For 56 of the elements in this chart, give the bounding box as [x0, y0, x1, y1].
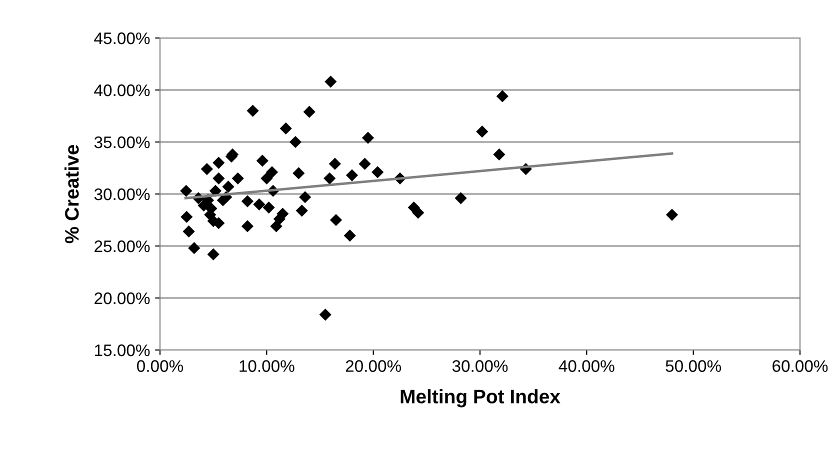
point: [412, 206, 424, 219]
point: [289, 136, 302, 148]
point: [496, 90, 508, 102]
point: [319, 308, 332, 321]
point: [324, 76, 337, 88]
point: [330, 214, 342, 226]
y-tick-label: 25.00%: [94, 240, 150, 252]
y-tick-label: 45.00%: [94, 32, 150, 44]
point: [241, 220, 254, 232]
point: [493, 148, 506, 161]
point: [266, 166, 278, 178]
point: [344, 230, 356, 242]
y-tick-label: 20.00%: [94, 292, 150, 304]
point: [299, 191, 312, 204]
y-tick-label: 15.00%: [95, 344, 150, 356]
point: [262, 201, 275, 214]
x-tick-label: 10.00%: [240, 360, 294, 372]
x-tick-label: 30.00%: [452, 360, 508, 372]
point: [212, 156, 225, 169]
x-tick-label: 60.00%: [772, 360, 828, 372]
x-tick-label: 20.00%: [346, 360, 402, 372]
point: [454, 192, 467, 204]
point: [362, 132, 374, 144]
x-tick-label: 0.00%: [137, 360, 184, 372]
point: [292, 167, 305, 180]
point: [241, 195, 254, 208]
point: [188, 242, 200, 254]
point: [180, 184, 192, 197]
x-tick-label: 40.00%: [558, 360, 614, 372]
y-tick-label: 40.00%: [94, 84, 150, 96]
y-tick-label: 35.00%: [94, 136, 150, 148]
point: [666, 208, 678, 221]
point: [260, 172, 273, 184]
point: [346, 169, 358, 182]
point: [180, 210, 193, 223]
y-axis-title: % Creative: [64, 144, 79, 244]
point: [296, 204, 308, 217]
x-axis-title: Melting Pot Index: [400, 389, 560, 408]
point: [200, 162, 213, 176]
point: [256, 154, 268, 167]
point: [303, 106, 316, 118]
point: [246, 104, 259, 117]
x-tick-label: 50.00%: [666, 360, 722, 372]
point: [324, 172, 336, 184]
y-tick-label: 30.00%: [94, 188, 150, 200]
point: [280, 122, 292, 135]
point: [232, 172, 244, 184]
point: [222, 180, 234, 193]
point: [328, 158, 341, 170]
point: [358, 158, 371, 170]
point: [372, 166, 384, 178]
point: [253, 198, 266, 210]
point: [182, 225, 195, 238]
point: [212, 172, 225, 184]
point: [207, 248, 220, 260]
point: [476, 126, 488, 138]
